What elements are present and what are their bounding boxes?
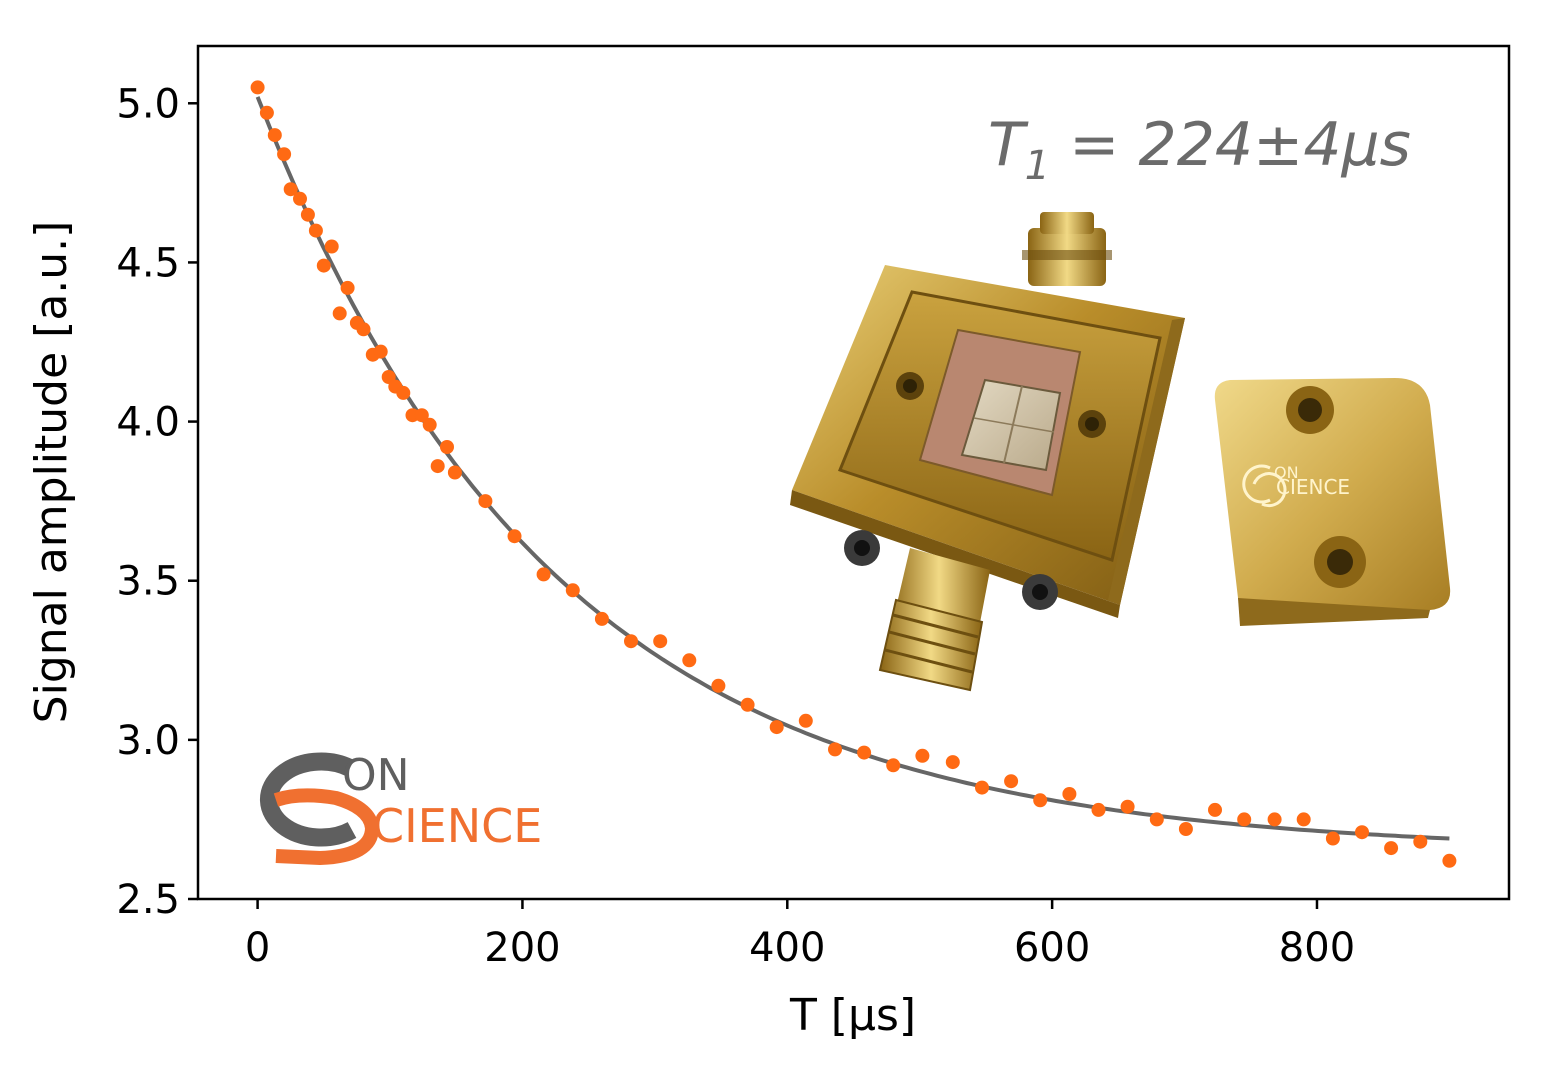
data-point bbox=[682, 653, 697, 668]
data-point bbox=[1033, 793, 1048, 808]
y-tick-label: 4.0 bbox=[116, 400, 180, 446]
data-point bbox=[324, 239, 339, 254]
y-tick-label: 2.5 bbox=[116, 877, 180, 923]
data-point bbox=[886, 758, 901, 773]
t1-annotation-main: T bbox=[988, 110, 1029, 180]
y-tick-label: 3.0 bbox=[116, 718, 180, 764]
data-point bbox=[857, 745, 872, 760]
y-tick-label: 4.5 bbox=[116, 240, 180, 286]
data-point bbox=[565, 583, 580, 598]
data-point bbox=[1296, 812, 1311, 827]
data-point bbox=[798, 713, 813, 728]
data-point bbox=[1120, 799, 1135, 814]
data-point bbox=[653, 634, 668, 649]
data-point bbox=[828, 742, 842, 757]
data-point bbox=[536, 567, 551, 582]
data-point bbox=[1091, 802, 1106, 817]
data-point bbox=[1208, 802, 1222, 817]
data-point bbox=[308, 223, 323, 238]
x-tick-label: 800 bbox=[1279, 925, 1355, 971]
data-point bbox=[250, 80, 265, 95]
y-axis: 2.5 3.0 3.5 4.0 4.5 5.0 bbox=[116, 81, 198, 923]
conscience-logo: ON CIENCE bbox=[259, 750, 542, 866]
data-point bbox=[340, 280, 355, 295]
x-axis: 0 200 400 600 800 bbox=[245, 899, 1355, 971]
y-tick-label: 5.0 bbox=[116, 81, 180, 127]
data-point bbox=[293, 191, 307, 206]
x-tick-label: 0 bbox=[245, 925, 270, 971]
data-point bbox=[1267, 812, 1282, 827]
data-point bbox=[769, 720, 784, 735]
x-axis-label: T [μs] bbox=[789, 990, 916, 1041]
plate-engraving-top: ON bbox=[1274, 463, 1299, 482]
data-point bbox=[373, 344, 388, 359]
data-point bbox=[1355, 825, 1369, 840]
logo-text-bottom: CIENCE bbox=[372, 799, 542, 853]
data-point bbox=[594, 611, 609, 626]
data-point bbox=[1178, 822, 1193, 836]
data-point bbox=[356, 322, 371, 337]
plot-frame bbox=[196, 44, 1511, 901]
data-point bbox=[316, 258, 331, 273]
data-point bbox=[975, 780, 989, 795]
data-point bbox=[915, 748, 930, 763]
data-points bbox=[250, 80, 1457, 868]
data-point bbox=[711, 678, 726, 693]
data-point bbox=[740, 697, 755, 712]
data-point bbox=[507, 529, 522, 544]
data-point bbox=[277, 147, 292, 162]
x-tick-label: 400 bbox=[749, 925, 825, 971]
data-point bbox=[422, 417, 437, 432]
data-point bbox=[1149, 812, 1164, 827]
data-point bbox=[414, 408, 429, 423]
bottom-connector bbox=[878, 548, 990, 692]
data-point bbox=[430, 459, 445, 474]
top-connector bbox=[1022, 212, 1112, 286]
data-point bbox=[267, 128, 282, 143]
t1-annotation-rest: = 224±4μs bbox=[1050, 110, 1411, 180]
data-point bbox=[1384, 841, 1399, 856]
logo-s-icon bbox=[273, 788, 380, 866]
x-tick-label: 200 bbox=[484, 925, 560, 971]
data-point bbox=[624, 634, 638, 649]
lid-plate-photo: ON CIENCE bbox=[1214, 378, 1451, 626]
logo-c-icon bbox=[259, 752, 357, 847]
fit-curve bbox=[255, 96, 1450, 841]
t1-annotation: T1 = 224±4μs bbox=[988, 110, 1411, 189]
plate-engraving-bottom: CIENCE bbox=[1276, 475, 1350, 499]
y-axis-label: Signal amplitude [a.u.] bbox=[26, 221, 77, 724]
sample-holder-photo bbox=[790, 212, 1185, 692]
data-point bbox=[945, 755, 960, 770]
x-tick-label: 600 bbox=[1014, 925, 1090, 971]
data-point bbox=[283, 182, 298, 197]
data-point bbox=[259, 105, 274, 120]
data-point bbox=[396, 385, 411, 400]
data-point bbox=[1237, 812, 1252, 827]
data-point bbox=[300, 207, 315, 222]
t1-annotation-sub: 1 bbox=[1025, 143, 1050, 189]
data-point bbox=[1325, 831, 1340, 846]
y-tick-label: 3.5 bbox=[116, 559, 180, 605]
data-point bbox=[447, 465, 462, 480]
data-point bbox=[1413, 834, 1428, 849]
data-point bbox=[440, 440, 454, 454]
data-point bbox=[478, 494, 493, 509]
data-point bbox=[1442, 853, 1457, 868]
data-point bbox=[332, 306, 347, 321]
data-point bbox=[1004, 774, 1019, 789]
data-point bbox=[1062, 787, 1077, 801]
logo-text-top: ON bbox=[342, 750, 410, 801]
